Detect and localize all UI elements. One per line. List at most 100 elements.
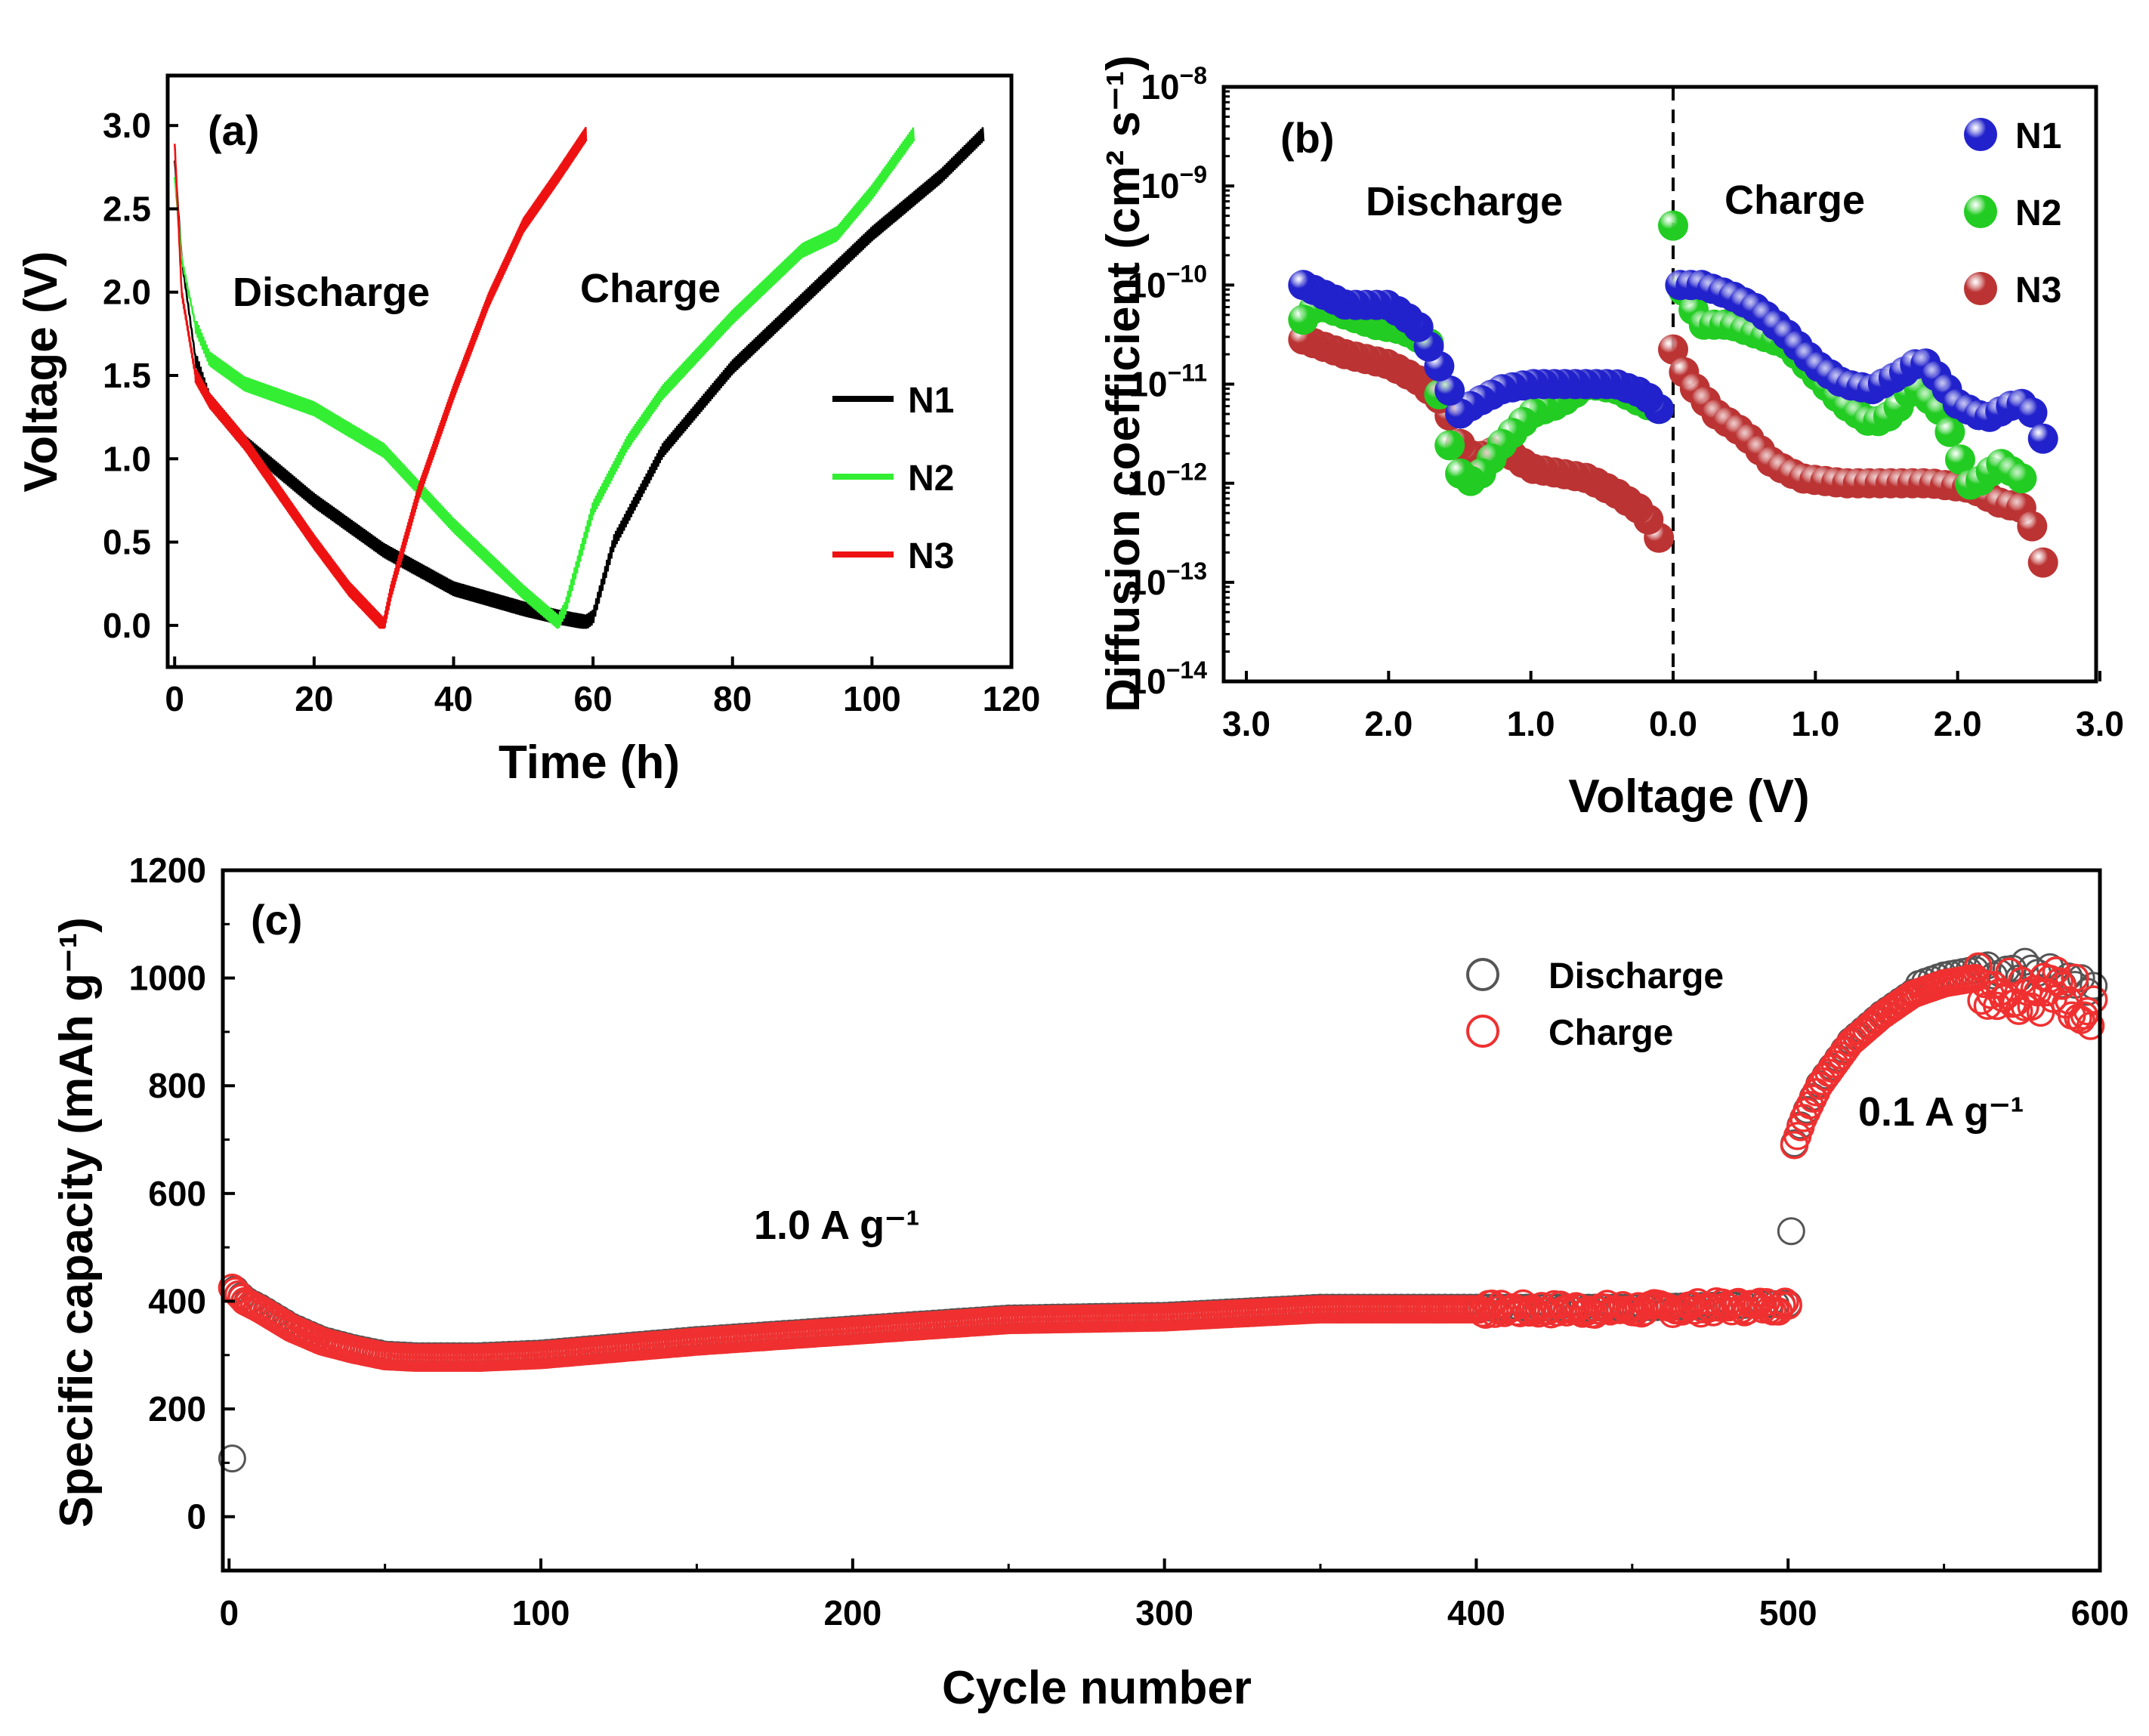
panel-b-ylabel: Diffusion coefficient (cm² s⁻¹) (1098, 55, 1150, 712)
panel-c-xtick-label: 600 (2071, 1593, 2129, 1633)
panel-c-point-discharge (1777, 1217, 1805, 1246)
panel-c-point-charge (1771, 1287, 1799, 1316)
panel-a-annotation-discharge: Discharge (233, 270, 430, 315)
panel-a-series (173, 127, 985, 629)
panel-a-xtick-label: 20 (295, 679, 333, 718)
panel-c-point-discharge (218, 1444, 246, 1473)
panel-c-ytick-label: 1200 (129, 851, 206, 890)
panel-a-legend-label-N3: N3 (908, 536, 954, 576)
panel-b-point-N1-charge (2027, 423, 2058, 454)
panel-b-point-N1-discharge (1288, 270, 1319, 301)
panel-c: 0 100 200 300 400 500 600 0 200 400 600 800 1000 1200… (51, 851, 2129, 1714)
panel-b-xlabel: Voltage (V) (1568, 771, 1809, 823)
panel-a-annotation-charge: Charge (580, 266, 721, 311)
panel-b-point-N2-discharge (1288, 304, 1319, 335)
panel-b-ytick-label: 10−9 (1141, 161, 1207, 205)
panel-c-point-charge (2061, 963, 2089, 993)
panel-c-ylabel: Specific capacity (mAh g⁻¹) (51, 917, 103, 1527)
panel-b-point-N3-charge (2027, 547, 2058, 578)
panel-b-series-N2 (1288, 210, 2037, 500)
panel-b-xtick-label: 1.0 (1507, 704, 1555, 743)
panel-c-series-discharge (218, 947, 2108, 1473)
panel-c-xtick-label: 200 (823, 1593, 882, 1633)
panel-b-point-N2-charge (1658, 210, 1688, 241)
panel-b-ytick-label: 10−13 (1128, 558, 1207, 602)
panel-c-frame (221, 868, 2102, 1573)
panel-a-legend: N1 N2 N3 (832, 381, 954, 576)
panel-a-xtick-label: 80 (713, 679, 752, 718)
panel-c-legend-label-charge: Charge (1548, 1013, 1673, 1053)
panel-b-point-N1-discharge (1434, 375, 1465, 406)
panel-c-legend-marker-charge (1466, 1015, 1499, 1048)
panel-b-point-N3-charge (1658, 334, 1688, 365)
panel-b-series-N3 (1288, 324, 2058, 578)
panel-b-label: (b) (1280, 114, 1335, 162)
panel-b-ticks: 3.0 2.0 1.0 0.0 1.0 2.0 3.0 10−8 10−9 10−10 10−11 1… (1128, 62, 2124, 743)
panel-c-point-charge (1774, 1291, 1802, 1320)
panel-a-ytick-label: 2.5 (103, 189, 151, 228)
panel-c-ticks: 0 100 200 300 400 500 600 0 200 400 600 800 1000 1200 (129, 851, 2129, 1633)
panel-c-xtick-label: 300 (1135, 1593, 1193, 1633)
panel-c-point-charge (1964, 952, 1993, 981)
panel-c-ytick-label: 800 (148, 1066, 206, 1105)
panel-b-ytick-label: 10−12 (1128, 459, 1207, 503)
panel-b-legend-marker-N2 (1964, 195, 1997, 228)
panel-b-xtick-label: 2.0 (1934, 704, 1982, 743)
panel-b-ytick-label: 10−14 (1128, 656, 1208, 701)
panel-b-annotation-charge: Charge (1724, 178, 1865, 223)
panel-b-legend-label-N1: N1 (2015, 116, 2061, 156)
panel-b-point-N2-charge (1934, 416, 1965, 447)
panel-b-annotation-discharge: Discharge (1366, 179, 1563, 224)
panel-a-ytick-label: 2.0 (103, 273, 151, 312)
panel-a-xtick-label: 60 (574, 679, 613, 718)
panel-a-series-N3 (173, 127, 588, 629)
panel-c-annotation-rate-2: 0.1 A g⁻¹ (1858, 1089, 2024, 1135)
panel-b-point-N1-charge (2017, 397, 2048, 428)
panel-c-point-charge (2079, 985, 2108, 1014)
panel-b-legend-label-N2: N2 (2015, 193, 2061, 233)
panel-b-point-N2-charge (2006, 463, 2037, 494)
panel-c-xtick-label: 100 (512, 1593, 570, 1633)
panel-c-legend-marker-discharge (1466, 958, 1499, 991)
panel-c-annotation-rate-1: 1.0 A g⁻¹ (754, 1203, 920, 1248)
panel-b-frame (1221, 85, 2098, 684)
panel-c-series-charge (218, 952, 2108, 1373)
panel-b-legend-label-N3: N3 (2015, 270, 2061, 310)
panel-b-legend-marker-N1 (1964, 118, 1997, 151)
panel-c-ytick-label: 200 (148, 1389, 206, 1429)
panel-c-point-charge (2004, 996, 2033, 1025)
panel-a-series-N2 (173, 127, 915, 629)
panel-b-xtick-label: 3.0 (1222, 704, 1271, 743)
panel-a-xtick-label: 100 (843, 679, 901, 718)
panel-a-xtick-label: 120 (983, 679, 1041, 718)
panel-a-legend-label-N1: N1 (908, 381, 954, 421)
panel-c-point-charge (1983, 991, 2012, 1021)
panel-a-ytick-label: 0.5 (103, 523, 151, 562)
panel-b-xtick-label: 3.0 (2076, 704, 2124, 743)
panel-a: 0 20 40 60 80 100 120 0.0 0.5 1.0 1.5 2.0 2.5 3.0 (a)… (15, 73, 1041, 789)
panel-b-series-N1 (1288, 270, 2058, 454)
panel-a-legend-label-N2: N2 (908, 459, 954, 499)
panel-c-legend-label-discharge: Discharge (1548, 956, 1724, 996)
panel-c-legend: Discharge Charge (1466, 956, 1724, 1053)
panel-a-frame (165, 73, 1014, 669)
panel-a-ytick-label: 1.0 (103, 439, 151, 478)
panel-b-xtick-label: 1.0 (1791, 704, 1839, 743)
panel-a-ylabel: Voltage (V) (15, 251, 67, 492)
panel-c-xtick-label: 400 (1447, 1593, 1505, 1633)
panel-b-ytick-label: 10−11 (1129, 360, 1207, 404)
panel-a-ytick-label: 0.0 (103, 606, 151, 645)
panel-c-ytick-label: 0 (187, 1497, 206, 1537)
panel-b-point-N2-charge (1945, 444, 1975, 475)
panel-b-ytick-label: 10−10 (1128, 260, 1207, 304)
panel-b-point-N3-charge (2017, 511, 2048, 542)
panel-b-ytick-label: 10−8 (1141, 62, 1207, 107)
panel-b-xtick-label: 0.0 (1649, 704, 1697, 743)
panel-b-legend-marker-N3 (1964, 272, 1997, 305)
panel-b-point-N2-discharge (1434, 430, 1465, 461)
panel-c-point-charge (2042, 956, 2070, 985)
panel-a-series-N1 (173, 127, 985, 629)
panel-c-series (218, 947, 2108, 1473)
panel-a-xlabel: Time (h) (499, 737, 680, 789)
